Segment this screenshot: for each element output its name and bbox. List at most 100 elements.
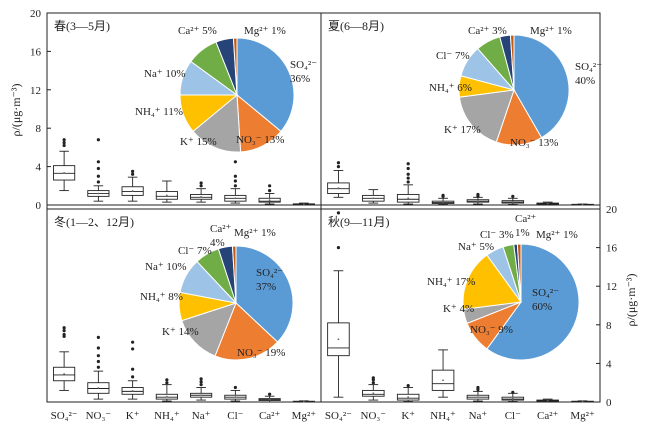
box-autumn-4	[466, 385, 490, 402]
panel-summer: 夏(6—8月) SO₄²⁻ 40% NO₃⁻ 13% K⁺ 17% NH₄⁺ 6% Cl⁻ …	[327, 19, 602, 206]
outlier-point	[96, 160, 100, 164]
box-winter-0	[53, 326, 76, 391]
outlier-point	[165, 378, 169, 382]
box-winter-3	[155, 378, 178, 402]
mean-marker	[97, 387, 100, 389]
x-tick-label: Cl⁻	[505, 410, 521, 422]
pie-slice-Mg²⁺	[231, 245, 237, 304]
outlier-point	[165, 381, 169, 385]
outlier-point	[371, 381, 375, 385]
outlier-point	[336, 246, 341, 250]
mean-marker	[337, 187, 340, 190]
outlier-point	[199, 380, 203, 384]
mean-marker	[407, 197, 410, 200]
mean-marker	[337, 338, 340, 341]
iqr-box	[155, 393, 178, 400]
pie-label-value: 4%	[210, 237, 225, 249]
outlier-point	[62, 332, 66, 337]
box-winter-7	[292, 400, 315, 403]
x-tick-label: Na⁺	[469, 410, 488, 422]
mean-marker	[131, 390, 134, 392]
outlier-point	[96, 354, 100, 358]
pie-label: Cl⁻ 3%	[480, 229, 514, 241]
iqr-box	[53, 165, 76, 181]
y-tick-label: 16	[606, 243, 618, 255]
outlier-point	[96, 346, 100, 350]
box-autumn-2	[396, 383, 420, 402]
pie-label: K⁺ 14%	[162, 326, 199, 338]
y-tick-label: 12	[606, 281, 617, 293]
outlier-point	[131, 367, 135, 371]
outlier-point	[233, 174, 237, 178]
outlier-point	[199, 181, 203, 185]
pie-slice-SO₄²⁻	[513, 34, 570, 139]
outlier-point	[96, 365, 100, 369]
iqr-box	[327, 322, 350, 357]
pie-label: Ca²⁺	[210, 223, 232, 235]
iqr-box	[155, 191, 178, 200]
pie-label: Cl⁻ 7%	[178, 245, 212, 257]
outlier-point	[199, 383, 203, 387]
outlier-point	[62, 326, 66, 330]
mean-marker	[200, 195, 203, 198]
box-summer-2	[396, 162, 420, 205]
y-axis-title-right: ρ/(μg·m⁻³)	[624, 273, 638, 326]
pie-label: SO₄²⁻	[256, 267, 283, 279]
y-tick-label: 4	[36, 162, 42, 174]
outlier-point	[131, 347, 135, 351]
outlier-point	[336, 211, 341, 215]
mean-marker	[302, 400, 305, 403]
panel-title: 秋(9—11月)	[328, 215, 390, 229]
pie-autumn: SO₄²⁻ 60% NO₃⁻ 9% K⁺ 4% NH₄⁺ 17% Na⁺ 5%Cl⁻ 3%…	[427, 213, 580, 361]
box-winter-4	[190, 377, 213, 401]
x-tick-label: K⁺	[401, 410, 415, 422]
outlier-point	[233, 179, 237, 183]
mean-marker	[511, 397, 514, 400]
pie-label: Cl⁻ 7%	[436, 50, 470, 62]
box-spring-1	[87, 138, 110, 202]
mean-marker	[302, 203, 305, 206]
outlier-point	[96, 359, 100, 364]
box-autumn-3	[431, 349, 455, 398]
outlier-point	[441, 193, 445, 197]
x-tick-label: NH₄⁺	[430, 410, 456, 422]
pie-slice-K⁺	[458, 89, 515, 143]
iqr-box	[396, 393, 420, 401]
mean-marker	[268, 199, 271, 202]
mean-marker	[407, 396, 410, 399]
y-axis-title-left: ρ/(μg·m⁻³)	[9, 83, 23, 136]
pie-slice-SO₄²⁻	[486, 243, 580, 361]
box-summer-4	[466, 192, 490, 205]
box-summer-5	[501, 194, 525, 205]
outlier-point	[131, 375, 135, 379]
y-axis-left: 0 4 8 12 16 20	[30, 8, 51, 212]
outlier-point	[406, 172, 410, 176]
pie-label: Ca²⁺	[515, 213, 537, 225]
pie-label-value: 40%	[575, 75, 595, 87]
outlier-point	[336, 161, 341, 165]
outlier-point	[268, 189, 272, 193]
box-autumn-5	[501, 390, 525, 402]
pie-label: NH₄⁺ 17%	[427, 276, 475, 288]
mean-marker	[546, 399, 549, 402]
x-tick-label: Ca²⁺	[259, 410, 281, 422]
pie-label-value: 60%	[532, 301, 552, 313]
iqr-box	[190, 193, 213, 200]
outlier-point	[336, 165, 341, 169]
mean-marker	[63, 171, 66, 174]
mean-marker	[581, 400, 584, 403]
x-tick-label: SO₄²⁻	[51, 410, 78, 422]
outlier-point	[62, 141, 66, 145]
x-tick-label: K⁺	[126, 410, 140, 422]
box-spring-7	[292, 202, 315, 206]
y-axis-right: 0 4 8 12 16 20	[596, 204, 618, 409]
iqr-box	[501, 396, 525, 401]
box-summer-7	[571, 203, 594, 206]
x-tick-label: Cl⁻	[227, 410, 243, 422]
mean-marker	[165, 194, 168, 197]
pie-label: NH₄⁺ 8%	[140, 291, 183, 303]
mean-marker	[97, 192, 100, 195]
mean-marker	[581, 203, 584, 206]
mean-marker	[200, 394, 203, 397]
outlier-point	[131, 169, 135, 173]
